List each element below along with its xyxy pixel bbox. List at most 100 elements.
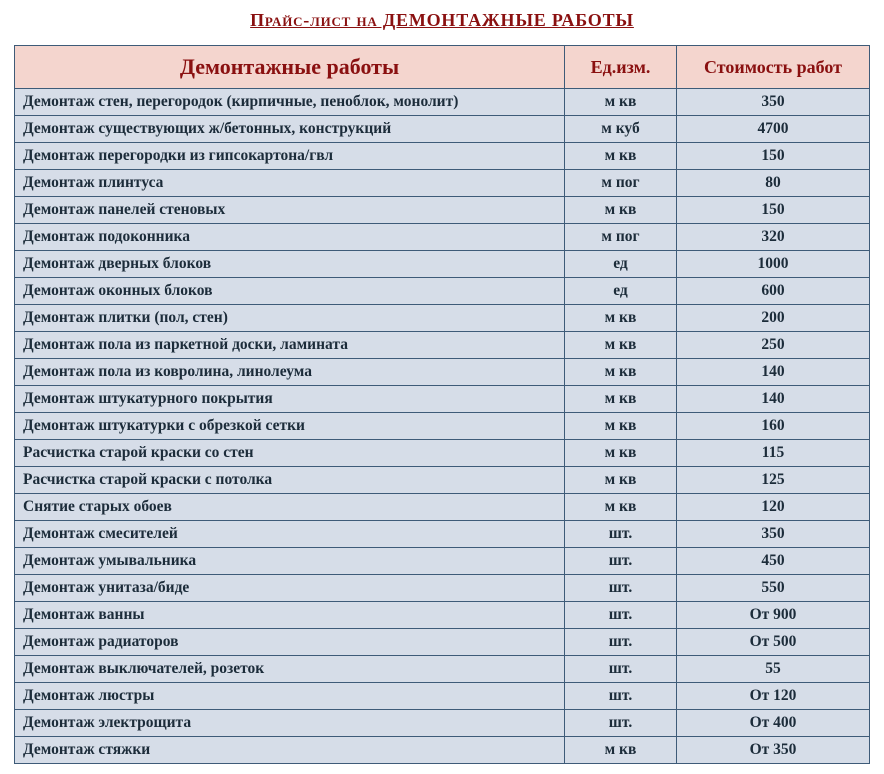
col-header-unit: Ед.изм.	[565, 46, 677, 89]
cell-unit: м кв	[565, 413, 677, 440]
cell-price: 115	[677, 440, 870, 467]
table-row: Демонтаж дверных блоковед1000	[15, 251, 870, 278]
cell-name: Демонтаж унитаза/биде	[15, 575, 565, 602]
cell-price: 350	[677, 521, 870, 548]
cell-name: Демонтаж смесителей	[15, 521, 565, 548]
cell-price: От 900	[677, 602, 870, 629]
cell-name: Демонтаж оконных блоков	[15, 278, 565, 305]
table-row: Демонтаж существующих ж/бетонных, констр…	[15, 116, 870, 143]
table-row: Демонтаж штукатурного покрытиям кв140	[15, 386, 870, 413]
cell-name: Демонтаж дверных блоков	[15, 251, 565, 278]
table-row: Демонтаж стяжким квОт 350	[15, 737, 870, 764]
cell-price: 150	[677, 197, 870, 224]
cell-price: 140	[677, 359, 870, 386]
cell-price: От 500	[677, 629, 870, 656]
cell-unit: шт.	[565, 548, 677, 575]
cell-name: Демонтаж перегородки из гипсокартона/гвл	[15, 143, 565, 170]
table-row: Демонтаж плинтусам пог80	[15, 170, 870, 197]
cell-price: От 400	[677, 710, 870, 737]
cell-name: Демонтаж стен, перегородок (кирпичные, п…	[15, 89, 565, 116]
cell-unit: шт.	[565, 575, 677, 602]
table-row: Демонтаж пола из паркетной доски, ламина…	[15, 332, 870, 359]
col-header-price: Стоимость работ	[677, 46, 870, 89]
cell-name: Демонтаж плитки (пол, стен)	[15, 305, 565, 332]
cell-price: 80	[677, 170, 870, 197]
table-row: Демонтаж пола из ковролина, линолеумам к…	[15, 359, 870, 386]
cell-unit: м кв	[565, 143, 677, 170]
cell-name: Демонтаж умывальника	[15, 548, 565, 575]
cell-unit: м кв	[565, 197, 677, 224]
cell-unit: м кв	[565, 440, 677, 467]
table-row: Расчистка старой краски с потолкам кв125	[15, 467, 870, 494]
table-row: Демонтаж смесителейшт.350	[15, 521, 870, 548]
cell-unit: м кв	[565, 386, 677, 413]
cell-unit: м кв	[565, 332, 677, 359]
table-row: Демонтаж унитаза/бидешт.550	[15, 575, 870, 602]
cell-unit: м кв	[565, 467, 677, 494]
cell-name: Демонтаж плинтуса	[15, 170, 565, 197]
page-title: Прайс-лист на ДЕМОНТАЖНЫЕ РАБОТЫ	[14, 10, 870, 31]
cell-price: 320	[677, 224, 870, 251]
cell-name: Демонтаж стяжки	[15, 737, 565, 764]
cell-price: 350	[677, 89, 870, 116]
cell-unit: шт.	[565, 710, 677, 737]
cell-name: Расчистка старой краски с потолка	[15, 467, 565, 494]
table-row: Демонтаж штукатурки с обрезкой сетким кв…	[15, 413, 870, 440]
cell-price: 550	[677, 575, 870, 602]
cell-unit: шт.	[565, 656, 677, 683]
cell-price: 1000	[677, 251, 870, 278]
cell-name: Демонтаж панелей стеновых	[15, 197, 565, 224]
cell-name: Демонтаж существующих ж/бетонных, констр…	[15, 116, 565, 143]
cell-price: 150	[677, 143, 870, 170]
cell-name: Демонтаж подоконника	[15, 224, 565, 251]
cell-unit: м пог	[565, 224, 677, 251]
table-row: Демонтаж ваннышт.От 900	[15, 602, 870, 629]
cell-unit: м куб	[565, 116, 677, 143]
cell-price: 55	[677, 656, 870, 683]
table-row: Демонтаж стен, перегородок (кирпичные, п…	[15, 89, 870, 116]
cell-unit: м кв	[565, 737, 677, 764]
cell-name: Демонтаж пола из ковролина, линолеума	[15, 359, 565, 386]
cell-unit: м кв	[565, 305, 677, 332]
table-header-row: Демонтажные работы Ед.изм. Стоимость раб…	[15, 46, 870, 89]
cell-name: Демонтаж ванны	[15, 602, 565, 629]
cell-price: 200	[677, 305, 870, 332]
col-header-name: Демонтажные работы	[15, 46, 565, 89]
table-row: Демонтаж плитки (пол, стен)м кв200	[15, 305, 870, 332]
cell-unit: ед	[565, 251, 677, 278]
cell-name: Снятие старых обоев	[15, 494, 565, 521]
cell-name: Расчистка старой краски со стен	[15, 440, 565, 467]
cell-name: Демонтаж люстры	[15, 683, 565, 710]
cell-price: 125	[677, 467, 870, 494]
cell-name: Демонтаж выключателей, розеток	[15, 656, 565, 683]
cell-price: 250	[677, 332, 870, 359]
table-row: Демонтаж люстрышт.От 120	[15, 683, 870, 710]
cell-name: Демонтаж электрощита	[15, 710, 565, 737]
cell-unit: шт.	[565, 602, 677, 629]
cell-name: Демонтаж штукатурки с обрезкой сетки	[15, 413, 565, 440]
cell-price: 450	[677, 548, 870, 575]
table-row: Демонтаж умывальникашт.450	[15, 548, 870, 575]
price-table: Демонтажные работы Ед.изм. Стоимость раб…	[14, 45, 870, 764]
table-row: Расчистка старой краски со стенм кв115	[15, 440, 870, 467]
cell-unit: шт.	[565, 521, 677, 548]
table-row: Демонтаж подоконникам пог320	[15, 224, 870, 251]
table-row: Демонтаж перегородки из гипсокартона/гвл…	[15, 143, 870, 170]
cell-price: 140	[677, 386, 870, 413]
cell-price: От 120	[677, 683, 870, 710]
cell-unit: м кв	[565, 359, 677, 386]
cell-price: 120	[677, 494, 870, 521]
cell-price: 4700	[677, 116, 870, 143]
cell-unit: м кв	[565, 89, 677, 116]
table-row: Демонтаж панелей стеновыхм кв150	[15, 197, 870, 224]
table-row: Демонтаж оконных блоковед600	[15, 278, 870, 305]
cell-unit: ед	[565, 278, 677, 305]
cell-unit: шт.	[565, 629, 677, 656]
cell-price: 600	[677, 278, 870, 305]
cell-name: Демонтаж радиаторов	[15, 629, 565, 656]
table-row: Демонтаж электрощиташт.От 400	[15, 710, 870, 737]
cell-price: От 350	[677, 737, 870, 764]
cell-unit: м кв	[565, 494, 677, 521]
cell-name: Демонтаж штукатурного покрытия	[15, 386, 565, 413]
table-row: Демонтаж радиаторовшт.От 500	[15, 629, 870, 656]
